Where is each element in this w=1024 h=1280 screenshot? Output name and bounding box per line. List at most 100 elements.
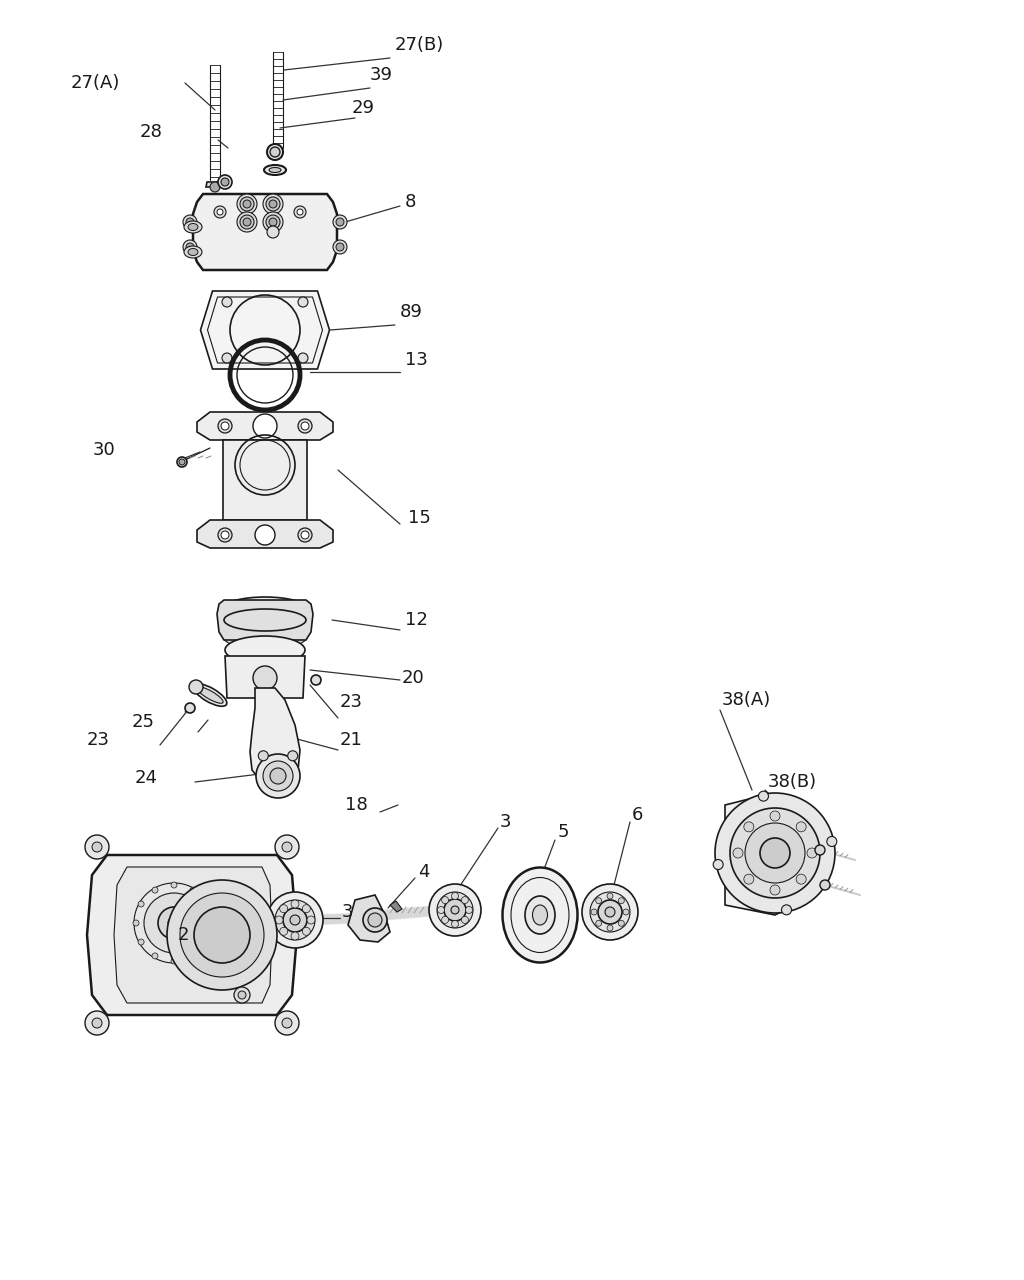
Circle shape	[713, 860, 723, 869]
Text: 24: 24	[135, 769, 158, 787]
Circle shape	[243, 200, 251, 209]
Circle shape	[171, 882, 177, 888]
Circle shape	[204, 901, 210, 908]
Circle shape	[263, 212, 283, 232]
Circle shape	[591, 909, 597, 915]
Circle shape	[85, 1011, 109, 1036]
Circle shape	[234, 987, 250, 1004]
Circle shape	[189, 680, 203, 694]
Circle shape	[283, 908, 307, 932]
Circle shape	[222, 353, 232, 364]
Text: 89: 89	[400, 303, 423, 321]
Circle shape	[85, 835, 109, 859]
Circle shape	[214, 206, 226, 218]
Circle shape	[441, 896, 449, 904]
Polygon shape	[223, 440, 307, 520]
Circle shape	[218, 419, 232, 433]
Circle shape	[185, 703, 195, 713]
Circle shape	[217, 209, 223, 215]
Circle shape	[291, 900, 299, 908]
Ellipse shape	[525, 896, 555, 934]
Ellipse shape	[224, 607, 306, 628]
Circle shape	[218, 527, 232, 541]
Circle shape	[598, 900, 622, 924]
Polygon shape	[390, 901, 402, 911]
Circle shape	[282, 842, 292, 852]
Circle shape	[237, 195, 257, 214]
Circle shape	[429, 884, 481, 936]
Circle shape	[466, 906, 472, 914]
Circle shape	[743, 874, 754, 884]
Circle shape	[240, 197, 254, 211]
Circle shape	[190, 952, 196, 959]
Circle shape	[168, 916, 180, 929]
Circle shape	[797, 822, 806, 832]
Circle shape	[282, 1018, 292, 1028]
Circle shape	[183, 241, 197, 253]
Text: 3: 3	[500, 813, 512, 831]
Text: 2: 2	[178, 925, 189, 945]
Ellipse shape	[197, 687, 223, 703]
Text: 38(B): 38(B)	[768, 773, 817, 791]
Text: 13: 13	[406, 351, 428, 369]
Circle shape	[452, 920, 459, 928]
Text: 30: 30	[92, 442, 115, 460]
Circle shape	[618, 920, 625, 927]
Ellipse shape	[188, 224, 198, 230]
Ellipse shape	[194, 684, 227, 707]
Circle shape	[760, 838, 790, 868]
Circle shape	[270, 768, 286, 783]
Circle shape	[266, 215, 280, 229]
Polygon shape	[201, 291, 330, 369]
Text: 5: 5	[558, 823, 569, 841]
Circle shape	[209, 920, 215, 925]
Polygon shape	[197, 520, 333, 548]
Circle shape	[451, 906, 459, 914]
Circle shape	[770, 812, 780, 820]
Circle shape	[275, 1011, 299, 1036]
Circle shape	[781, 905, 792, 915]
Text: 27(B): 27(B)	[395, 36, 444, 54]
Circle shape	[590, 892, 630, 932]
Circle shape	[134, 883, 214, 963]
Circle shape	[368, 913, 382, 927]
Polygon shape	[217, 600, 313, 640]
Circle shape	[797, 874, 806, 884]
Circle shape	[596, 920, 602, 927]
Text: 21: 21	[340, 731, 362, 749]
Circle shape	[240, 215, 254, 229]
Circle shape	[301, 531, 309, 539]
Circle shape	[92, 842, 102, 852]
Circle shape	[190, 887, 196, 893]
Text: 23: 23	[340, 692, 362, 710]
Circle shape	[144, 893, 204, 954]
Circle shape	[275, 900, 315, 940]
Text: 39: 39	[370, 67, 393, 84]
Circle shape	[820, 881, 830, 890]
Circle shape	[253, 666, 278, 690]
Circle shape	[759, 791, 768, 801]
Circle shape	[221, 531, 229, 539]
Ellipse shape	[224, 627, 306, 649]
Ellipse shape	[184, 246, 202, 259]
Circle shape	[302, 927, 310, 936]
Circle shape	[167, 881, 278, 989]
Circle shape	[437, 906, 444, 914]
Circle shape	[221, 178, 229, 186]
Text: 27(A): 27(A)	[71, 74, 120, 92]
Ellipse shape	[224, 596, 306, 620]
Ellipse shape	[224, 617, 306, 639]
Circle shape	[258, 751, 268, 760]
Text: 3: 3	[342, 902, 353, 922]
Text: 8: 8	[406, 193, 417, 211]
Circle shape	[222, 297, 232, 307]
Circle shape	[770, 884, 780, 895]
Text: 4: 4	[418, 863, 429, 881]
Circle shape	[186, 218, 194, 227]
Circle shape	[298, 353, 308, 364]
Circle shape	[618, 897, 625, 904]
Polygon shape	[206, 182, 224, 187]
Circle shape	[171, 957, 177, 964]
Circle shape	[743, 822, 754, 832]
Circle shape	[243, 218, 251, 227]
